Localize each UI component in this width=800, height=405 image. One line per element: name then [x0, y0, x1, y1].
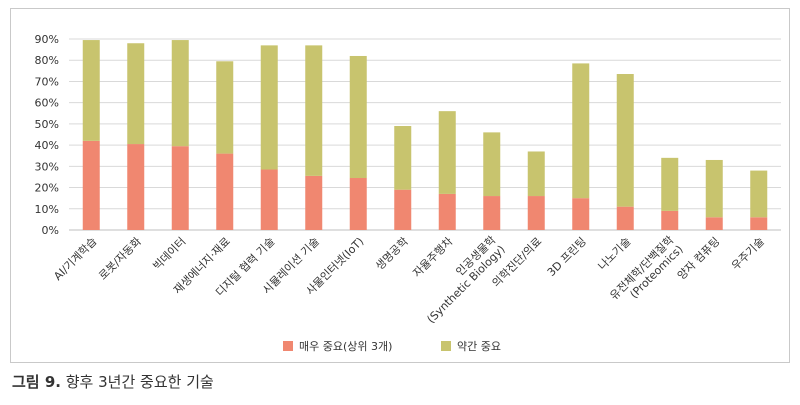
x-category-label: AI/기계학습: [51, 235, 99, 283]
stacked-bar-chart: 0% 10% 20% 30% 40% 50% 60% 70% 80% 90% AI/기계학습로봇/…: [35, 33, 781, 353]
y-tick-label: 0%: [42, 224, 59, 237]
legend-swatch-somewhat-important: [441, 341, 451, 351]
bar-very-important: [661, 210, 679, 230]
y-tick-label: 80%: [35, 54, 59, 67]
bar-somewhat-important: [127, 43, 145, 145]
x-category-label-line: 로봇/자동화: [96, 235, 144, 283]
x-category-label: 자율주행차: [410, 235, 455, 280]
bar-very-important: [349, 178, 367, 230]
x-category-label-line: 우주기술: [729, 235, 767, 273]
y-axis-ticks: 0% 10% 20% 30% 40% 50% 60% 70% 80% 90%: [35, 33, 59, 237]
x-category-label-line: 생명공학: [373, 235, 411, 273]
bar-very-important: [616, 206, 634, 230]
bar-very-important: [527, 196, 545, 230]
bar-very-important: [438, 193, 456, 230]
bar-somewhat-important: [82, 40, 100, 141]
y-tick-label: 30%: [35, 160, 59, 173]
caption-prefix: 그림 9.: [12, 373, 61, 391]
x-category-label-line: 양자 컴퓨팅: [675, 235, 722, 282]
y-tick-label: 70%: [35, 75, 59, 88]
bar-very-important: [572, 198, 590, 230]
bar-very-important: [483, 196, 501, 230]
x-category-label: 3D 프린팅: [545, 235, 589, 279]
bar-very-important: [260, 169, 278, 230]
bar-somewhat-important: [260, 45, 278, 170]
x-category-label-line: 3D 프린팅: [545, 235, 589, 279]
bar-somewhat-important: [394, 126, 412, 190]
x-category-label: 양자 컴퓨팅: [675, 235, 722, 282]
legend-swatch-very-important: [283, 341, 293, 351]
x-category-label-line: 나노기술: [596, 235, 634, 273]
bar-somewhat-important: [483, 132, 501, 197]
y-tick-label: 20%: [35, 182, 59, 195]
bar-somewhat-important: [216, 61, 234, 154]
y-tick-label: 90%: [35, 33, 59, 46]
chart-frame: 0% 10% 20% 30% 40% 50% 60% 70% 80% 90% AI/기계학습 로봇/…: [10, 8, 790, 363]
figure-caption: 그림 9. 향후 3년간 중요한 기술: [12, 371, 214, 392]
x-category-label-line: AI/기계학습: [51, 235, 99, 283]
x-category-label: 빅데이터: [151, 235, 189, 273]
bar-somewhat-important: [616, 74, 634, 207]
x-category-label: 로봇/자동화: [96, 235, 144, 283]
y-tick-label: 60%: [35, 97, 59, 110]
x-category-label: 나노기술: [596, 235, 634, 273]
bar-somewhat-important: [750, 170, 768, 218]
bar-very-important: [394, 189, 412, 230]
bar-somewhat-important: [705, 159, 723, 218]
bar-very-important: [171, 146, 189, 230]
x-category-label: 우주기술: [729, 235, 767, 273]
bar-somewhat-important: [438, 111, 456, 194]
legend-label-somewhat-important: 약간 중요: [457, 339, 501, 353]
bar-very-important: [705, 217, 723, 230]
bar-somewhat-important: [661, 157, 679, 211]
y-tick-label: 40%: [35, 139, 59, 152]
bar-somewhat-important: [305, 45, 323, 176]
bar-very-important: [82, 140, 100, 230]
x-category-label: 생명공학: [373, 235, 411, 273]
bar-somewhat-important: [171, 40, 189, 147]
bar-very-important: [305, 175, 323, 230]
x-category-label-line: 빅데이터: [151, 235, 189, 273]
bar-somewhat-important: [572, 63, 590, 199]
bar-somewhat-important: [349, 55, 367, 179]
bar-very-important: [216, 153, 234, 230]
y-tick-label: 50%: [35, 118, 59, 131]
caption-text: 향후 3년간 중요한 기술: [65, 373, 214, 391]
x-category-label-line: 자율주행차: [410, 235, 455, 280]
legend-label-very-important: 매우 중요(상위 3개): [299, 340, 392, 353]
bar-somewhat-important: [527, 151, 545, 197]
bars: [82, 40, 768, 230]
legend: 매우 중요(상위 3개) 약간 중요: [283, 339, 501, 353]
bar-very-important: [750, 217, 768, 230]
bar-very-important: [127, 144, 145, 230]
y-tick-label: 10%: [35, 203, 59, 216]
